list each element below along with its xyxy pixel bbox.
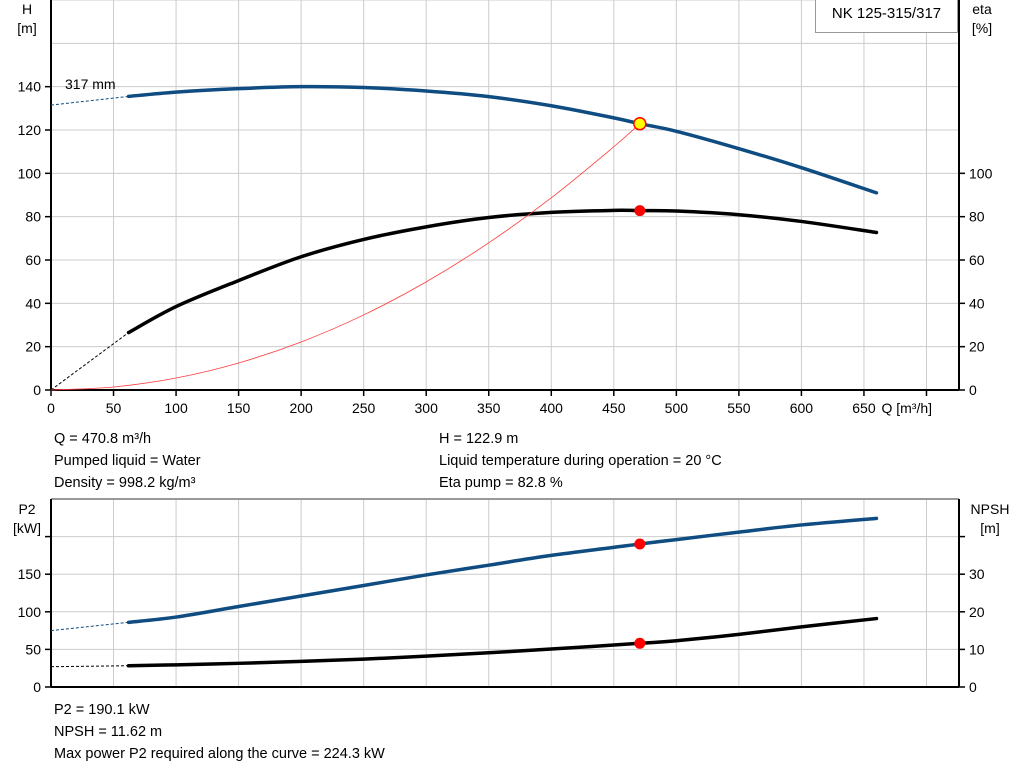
info-max-power: Max power P2 required along the curve = … bbox=[54, 746, 385, 762]
head-duty-point bbox=[633, 116, 647, 131]
top-left-tick-label: 60 bbox=[25, 252, 41, 268]
x-tick-label: 450 bbox=[602, 400, 626, 416]
duty-info-right: H = 122.9 m Liquid temperature during op… bbox=[439, 428, 722, 494]
x-tick-label: 350 bbox=[477, 400, 501, 416]
head-curve bbox=[126, 84, 879, 195]
p2-extrapolated-line bbox=[50, 621, 129, 632]
eta-curve bbox=[126, 208, 879, 335]
x-tick-label: 150 bbox=[227, 400, 251, 416]
x-axis-label: Q [m³/h] bbox=[881, 400, 932, 416]
info-head: H = 122.9 m bbox=[439, 431, 519, 447]
power-info: P2 = 190.1 kW NPSH = 11.62 m Max power P… bbox=[54, 699, 385, 765]
bottom-left-tick-label: 100 bbox=[18, 604, 42, 620]
top-left-tick-label: 40 bbox=[25, 295, 41, 311]
top-left-tick-label: 120 bbox=[18, 122, 42, 138]
top-right-tick-label: 100 bbox=[969, 165, 993, 181]
top-left-axis-title: H bbox=[22, 1, 32, 17]
info-density: Density = 998.2 kg/m³ bbox=[54, 475, 196, 491]
x-tick-label: 600 bbox=[790, 400, 814, 416]
impeller-diameter-label: 317 mm bbox=[65, 76, 116, 92]
top-left-axis-unit: [m] bbox=[17, 20, 36, 36]
x-tick-label: 400 bbox=[540, 400, 564, 416]
bottom-right-axis-title: NPSH bbox=[971, 501, 1010, 517]
info-flow: Q = 470.8 m³/h bbox=[54, 431, 152, 447]
bottom-right-axis-unit: [m] bbox=[980, 520, 999, 536]
eta-duty-point bbox=[634, 205, 646, 217]
top-left-tick-label: 80 bbox=[25, 209, 41, 225]
head-extrapolated-line bbox=[50, 95, 129, 106]
system-curve bbox=[50, 123, 641, 391]
x-tick-label: 650 bbox=[852, 400, 876, 416]
x-tick-label: 200 bbox=[289, 400, 313, 416]
top-right-tick-label: 40 bbox=[969, 295, 985, 311]
p2-curve bbox=[126, 516, 879, 625]
x-tick-label: 250 bbox=[352, 400, 376, 416]
bottom-right-tick-label: 10 bbox=[969, 641, 985, 657]
top-left-tick-label: 20 bbox=[25, 339, 41, 355]
bottom-left-axis-unit: [kW] bbox=[13, 520, 41, 536]
bottom-left-tick-label: 150 bbox=[18, 566, 42, 582]
top-right-tick-label: 0 bbox=[969, 382, 977, 398]
pump-model-title: NK 125-315/317 bbox=[815, 0, 958, 33]
bottom-left-axis-title: P2 bbox=[18, 501, 35, 517]
top-left-tick-label: 0 bbox=[33, 382, 41, 398]
bottom-left-tick-label: 50 bbox=[25, 641, 41, 657]
x-tick-label: 550 bbox=[727, 400, 751, 416]
top-right-tick-label: 60 bbox=[969, 252, 985, 268]
top-right-axis-title: eta bbox=[972, 1, 992, 17]
eta-extrapolated-line bbox=[50, 332, 129, 391]
top-right-tick-label: 80 bbox=[969, 209, 985, 225]
x-tick-label: 50 bbox=[106, 400, 122, 416]
info-p2: P2 = 190.1 kW bbox=[54, 702, 150, 718]
p2-duty-point bbox=[634, 538, 646, 550]
info-liquid: Pumped liquid = Water bbox=[54, 453, 201, 469]
x-tick-label: 500 bbox=[665, 400, 689, 416]
bottom-right-tick-label: 30 bbox=[969, 566, 985, 582]
x-tick-label: 300 bbox=[415, 400, 439, 416]
npsh-extrapolated-line bbox=[50, 665, 129, 668]
info-temperature: Liquid temperature during operation = 20… bbox=[439, 453, 722, 469]
npsh-curve bbox=[126, 616, 879, 668]
top-right-axis-unit: [%] bbox=[972, 20, 992, 36]
x-tick-label: 100 bbox=[164, 400, 188, 416]
npsh-duty-point bbox=[634, 637, 646, 649]
bottom-right-tick-label: 0 bbox=[969, 679, 977, 695]
x-tick-label: 0 bbox=[47, 400, 55, 416]
bottom-right-tick-label: 20 bbox=[969, 604, 985, 620]
top-left-tick-label: 100 bbox=[18, 165, 42, 181]
top-right-tick-label: 20 bbox=[969, 339, 985, 355]
info-npsh: NPSH = 11.62 m bbox=[54, 724, 163, 740]
info-eta: Eta pump = 82.8 % bbox=[439, 475, 563, 491]
duty-info-left: Q = 470.8 m³/h Pumped liquid = Water Den… bbox=[54, 428, 201, 494]
top-left-tick-label: 140 bbox=[18, 79, 42, 95]
bottom-left-tick-label: 0 bbox=[33, 679, 41, 695]
